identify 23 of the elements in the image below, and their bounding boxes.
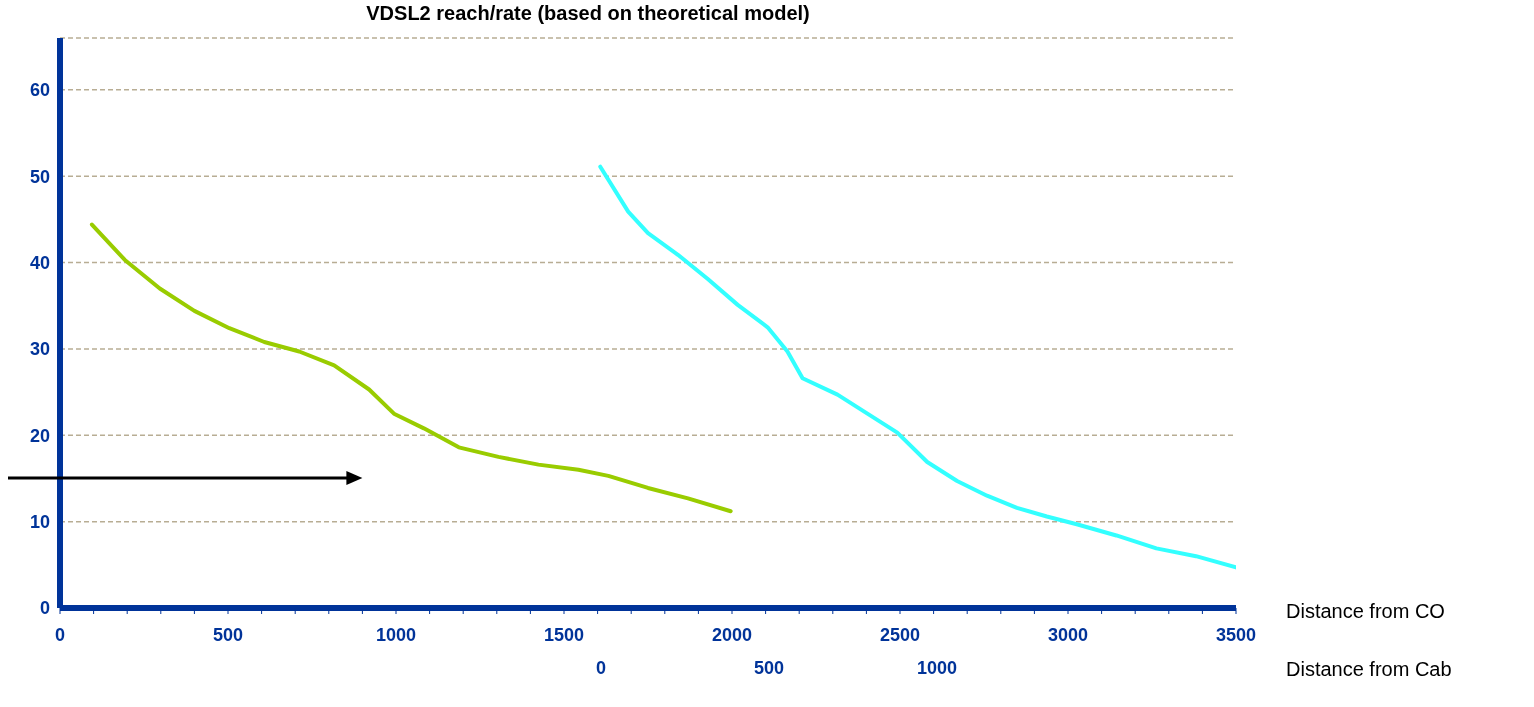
y-tick-label: 0 <box>39 598 50 619</box>
x-axis-title: Distance from CO <box>1286 600 1445 623</box>
x-tick-label: 3000 <box>1047 624 1089 645</box>
y-tick-label: 60 <box>29 80 50 101</box>
y-tick-label: 40 <box>29 252 50 273</box>
x-tick-label: 0 <box>54 624 66 645</box>
y-tick-label: 20 <box>29 425 50 446</box>
x2-tick-label: 500 <box>753 658 784 679</box>
line-series <box>89 222 733 514</box>
y-tick-label: 50 <box>29 166 50 187</box>
y-tick-label: 10 <box>29 512 50 533</box>
x-tick-label: 3500 <box>1215 624 1257 645</box>
x-tick-label: 1000 <box>375 624 417 645</box>
x-tick-label: 1500 <box>543 624 585 645</box>
x-tick-label: 500 <box>212 624 244 645</box>
x-tick-label: 2000 <box>711 624 753 645</box>
x-tick-label: 2500 <box>879 624 921 645</box>
x2-axis-title: Distance from Cab <box>1286 658 1452 681</box>
x2-tick-label: 1000 <box>916 658 957 679</box>
line-series <box>598 164 1236 570</box>
chart-title: VDSL2 reach/rate (based on theoretical model) <box>365 2 811 25</box>
x2-tick-label: 0 <box>595 658 606 679</box>
y-tick-label: 30 <box>29 339 50 360</box>
